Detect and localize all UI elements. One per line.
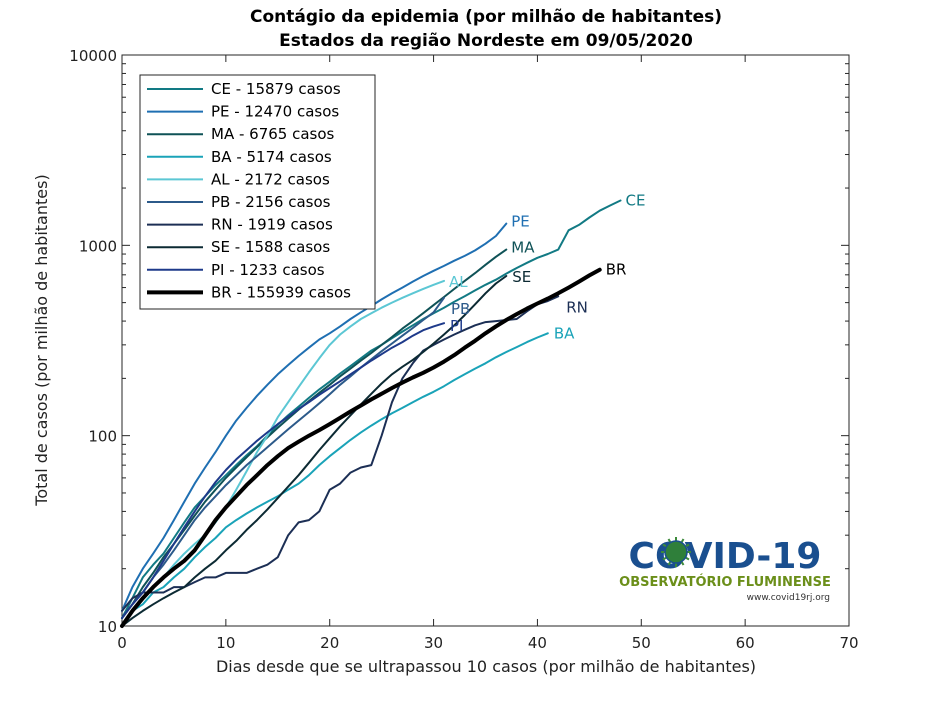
legend-entry: BR - 155939 casos <box>211 283 351 301</box>
y-tick-label: 10000 <box>69 47 117 65</box>
series-line-al <box>121 279 445 627</box>
series-line-ma <box>121 248 508 620</box>
x-tick-label: 70 <box>839 634 858 652</box>
y-tick-label: 100 <box>88 428 117 446</box>
legend-entry: PE - 12470 casos <box>211 103 339 121</box>
x-axis-label: Dias desde que se ultrapassou 10 casos (… <box>216 657 756 676</box>
end-label-br: BR <box>606 261 627 279</box>
end-label-rn: RN <box>566 298 588 316</box>
y-tick-label: 10 <box>98 618 117 636</box>
legend-entry: PI - 1233 casos <box>211 261 325 279</box>
end-label-ce: CE <box>626 192 646 210</box>
y-tick-label: 1000 <box>79 237 117 255</box>
legend-entry: BA - 5174 casos <box>211 148 332 166</box>
x-tick-label: 0 <box>117 634 127 652</box>
x-tick-label: 10 <box>216 634 235 652</box>
legend-entry: SE - 1588 casos <box>211 238 330 256</box>
plot-frame <box>121 54 850 627</box>
end-label-ba: BA <box>554 324 575 342</box>
series-line-pi <box>121 322 445 620</box>
legend-entry: MA - 6765 casos <box>211 125 335 143</box>
end-label-pe: PE <box>511 213 530 231</box>
series-lines <box>120 199 622 628</box>
series-line-ba <box>121 332 549 627</box>
end-label-pb: PB <box>451 300 470 318</box>
logo-subtitle: OBSERVATÓRIO FLUMINENSE <box>619 574 831 590</box>
legend-entry: AL - 2172 casos <box>211 170 330 188</box>
end-label-pi: PI <box>450 317 463 335</box>
y-axis-label: Total de casos (por milhão de habitantes… <box>32 174 51 506</box>
virus-icon <box>661 537 691 567</box>
end-label-ma: MA <box>511 239 535 257</box>
series-line-br <box>120 267 602 628</box>
series-line-se <box>121 275 508 627</box>
series-end-labels: CE PE MA BA AL PB RN SE PI BR <box>449 192 646 343</box>
series-line-pe <box>121 222 508 612</box>
x-tick-label: 40 <box>528 634 547 652</box>
end-label-al: AL <box>449 273 468 291</box>
end-label-se: SE <box>512 268 531 286</box>
chart-subtitle: Estados da região Nordeste em 09/05/2020 <box>279 31 693 51</box>
x-tick-label: 20 <box>320 634 339 652</box>
legend-entry: RN - 1919 casos <box>211 216 333 234</box>
x-tick-label: 50 <box>632 634 651 652</box>
legend-entry: CE - 15879 casos <box>211 80 341 98</box>
series-line-pb <box>121 296 445 620</box>
chart-title: Contágio da epidemia (por milhão de habi… <box>250 7 722 27</box>
covid19-logo: COVID-19 OBSERVATÓRIO FLUMINENSE www.cov… <box>619 536 831 603</box>
logo-title: COVID-19 <box>629 536 822 577</box>
legend-entry: PB - 2156 casos <box>211 193 331 211</box>
x-tick-label: 60 <box>736 634 755 652</box>
x-tick-label: 30 <box>424 634 443 652</box>
legend: CE - 15879 casos PE - 12470 casos MA - 676… <box>139 74 376 310</box>
series-line-rn <box>121 295 560 612</box>
logo-url: www.covid19rj.org <box>747 593 830 603</box>
